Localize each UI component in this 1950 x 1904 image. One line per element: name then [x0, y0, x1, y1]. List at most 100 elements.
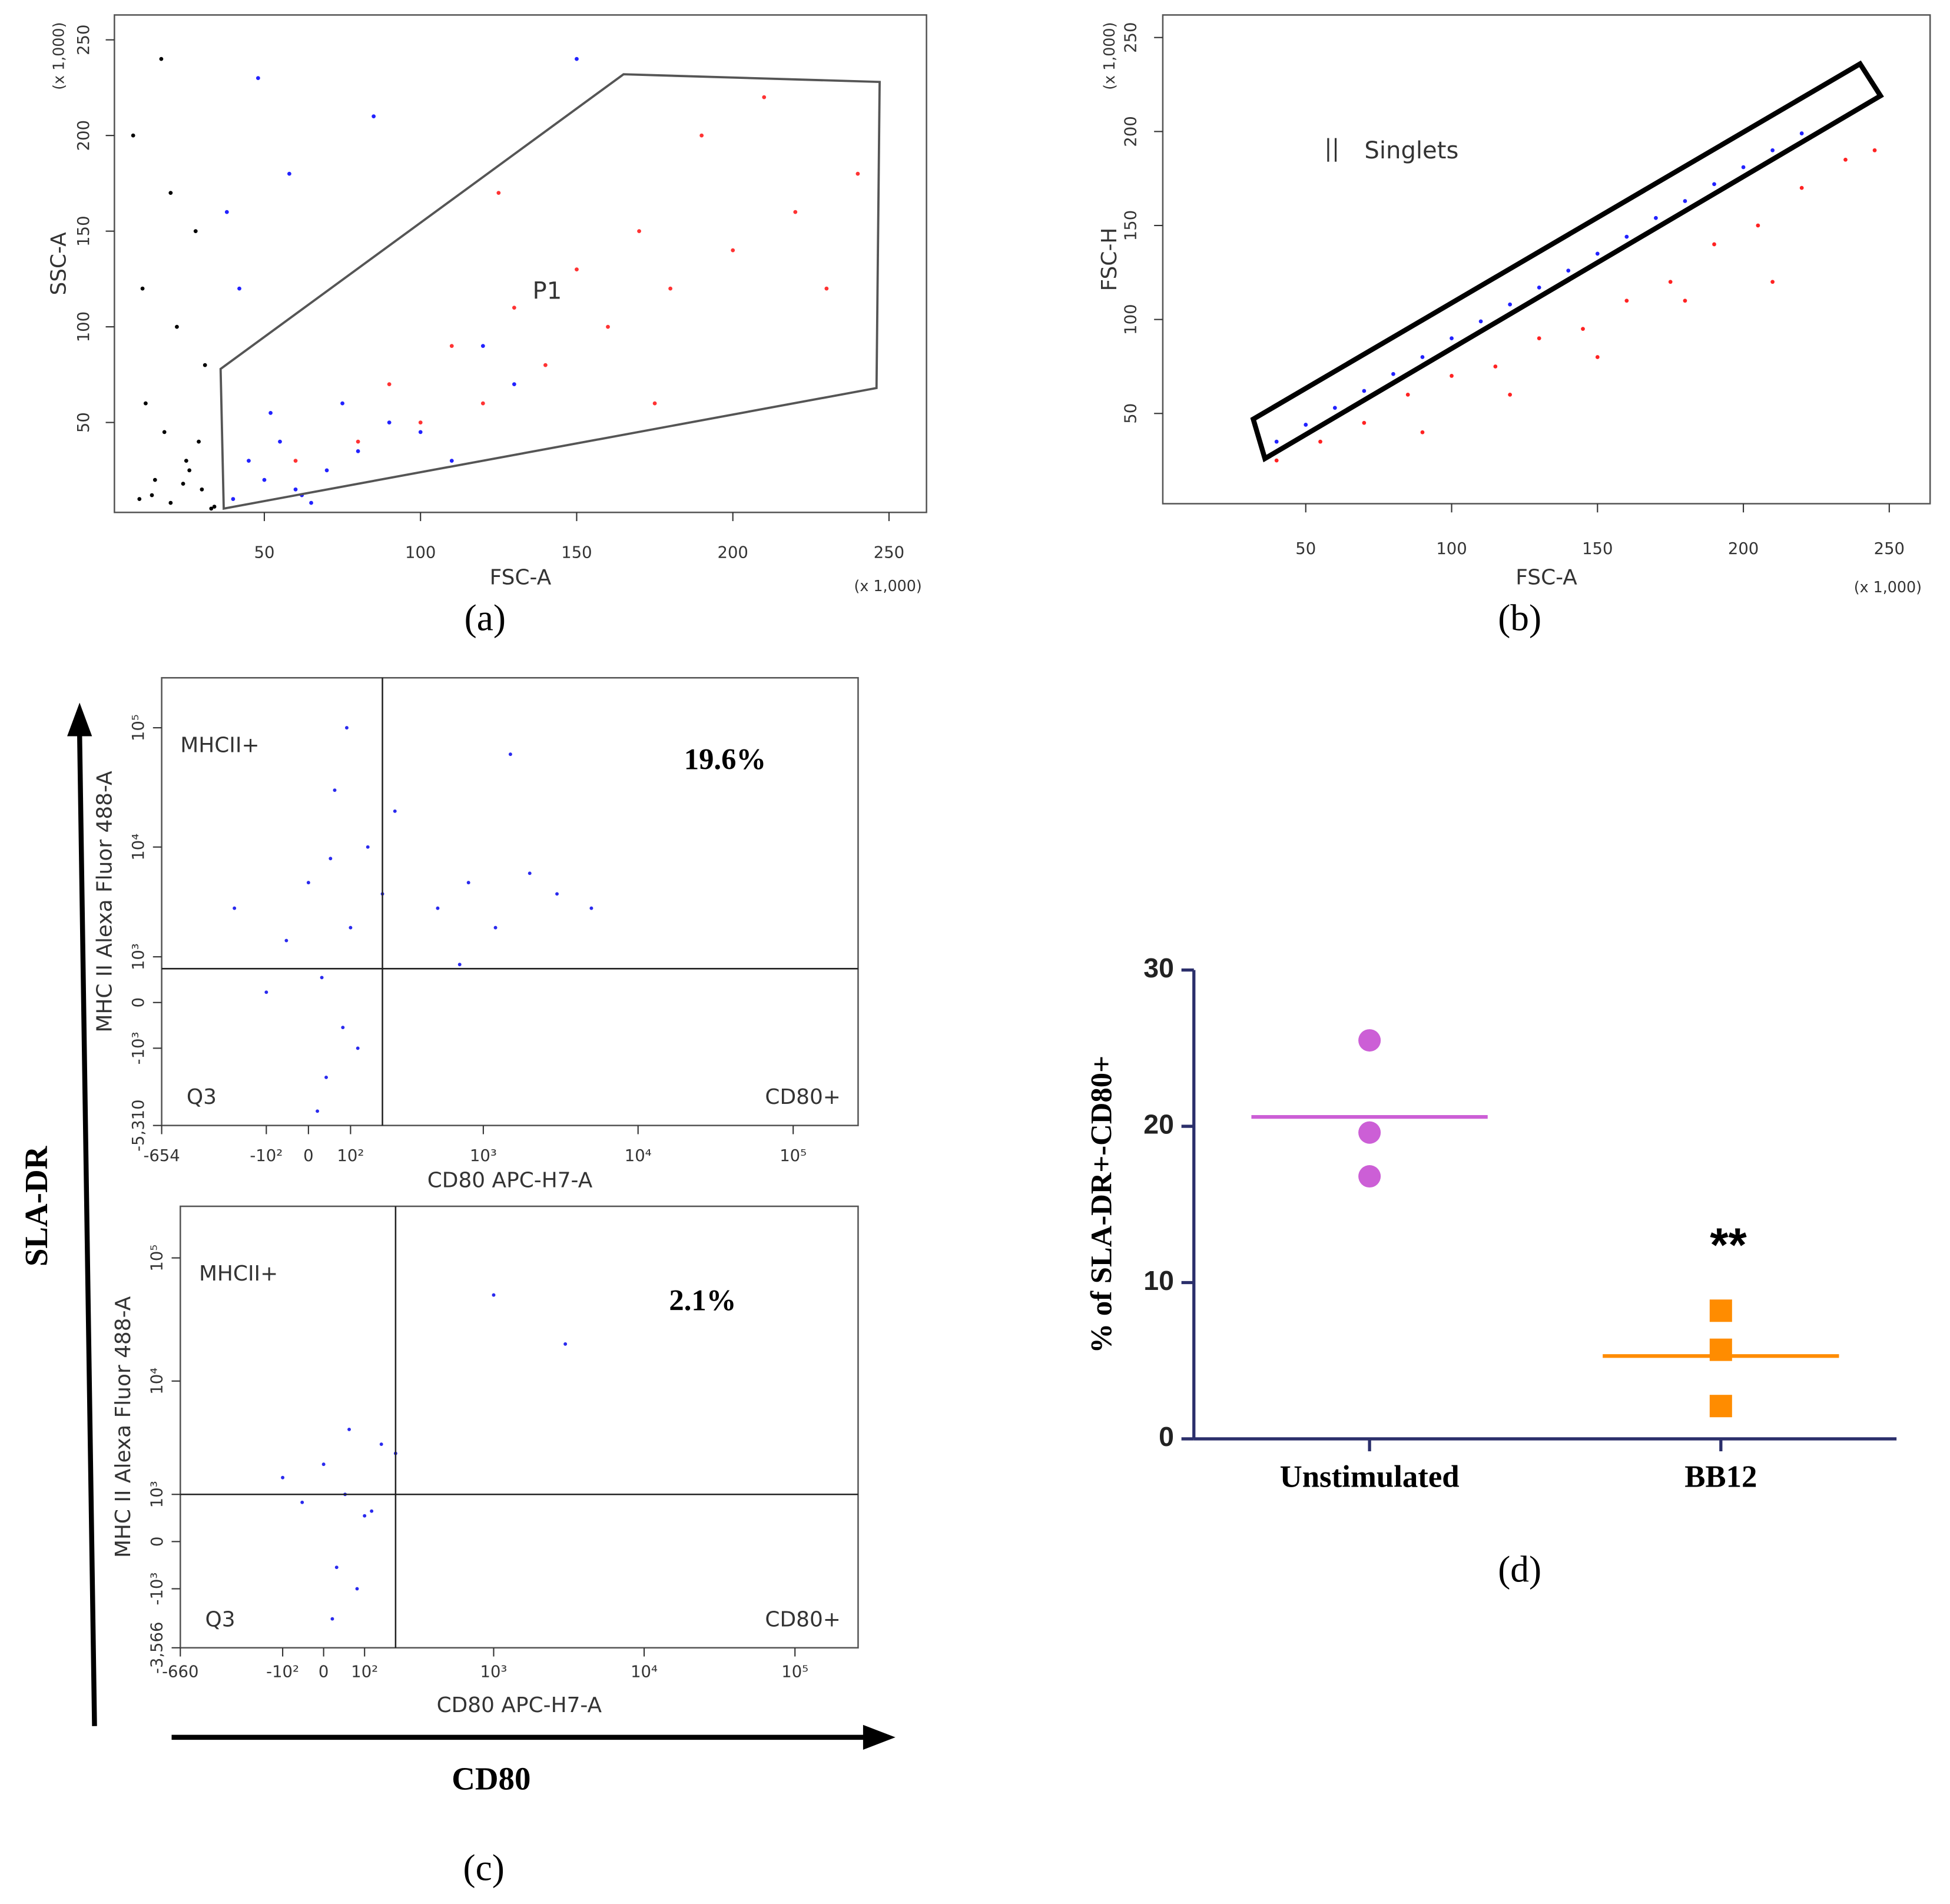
y-tick-label: 10³ [148, 1481, 167, 1508]
data-point [309, 500, 313, 505]
data-point [330, 1617, 334, 1621]
data-point [209, 506, 214, 511]
data-point [762, 95, 767, 99]
data-point [1358, 1029, 1381, 1052]
data-point [1450, 336, 1454, 340]
y-axis-title: MHC II Alexa Fluor 488-A [93, 771, 117, 1033]
panel-label: (b) [1498, 598, 1541, 639]
data-point [212, 505, 217, 509]
x-tick-label: 10⁵ [781, 1663, 808, 1681]
data-point [1654, 215, 1658, 220]
data-point [341, 1026, 345, 1030]
data-point [1668, 280, 1673, 284]
data-point [1405, 392, 1410, 397]
quadrant-label: CD80+ [765, 1085, 840, 1109]
x-tick-label: 100 [405, 544, 436, 562]
quadrant-label: Q3 [187, 1085, 217, 1109]
data-point [1274, 458, 1279, 463]
axis-title: SLA-DR [18, 1145, 54, 1266]
x-tick-label: BB12 [1684, 1460, 1757, 1494]
data-point [256, 76, 260, 81]
data-point [1478, 319, 1483, 324]
data-point [237, 286, 241, 291]
y-tick-label: -5,310 [130, 1099, 148, 1151]
data-point [324, 468, 329, 473]
data-point [168, 191, 173, 195]
data-point [1712, 242, 1716, 247]
data-point [1712, 182, 1716, 187]
gate-label: P1 [533, 277, 562, 304]
data-point [268, 410, 273, 415]
x-tick-label: 150 [561, 544, 592, 562]
data-point [555, 892, 559, 896]
data-point [152, 477, 157, 482]
y-tick-label: 50 [75, 412, 93, 433]
data-point [1581, 327, 1585, 331]
plot-frame [180, 1205, 859, 1649]
y-tick-label: 100 [1122, 304, 1140, 334]
annotation: 19.6% [684, 743, 766, 776]
data-point [1537, 285, 1541, 290]
data-point [262, 477, 267, 482]
data-point [168, 500, 173, 505]
y-axis-title: MHC II Alexa Fluor 488-A [111, 1296, 135, 1558]
data-point [366, 845, 370, 849]
data-point [187, 468, 192, 473]
x-tick-label: 10² [351, 1663, 378, 1681]
y-axis-unit: (x 1,000) [49, 22, 67, 89]
x-axis-title: CD80 APC-H7-A [427, 1169, 593, 1193]
data-point [278, 439, 282, 444]
data-point [293, 459, 298, 463]
data-point [356, 439, 360, 444]
data-point [284, 938, 288, 943]
x-tick-label: Unstimulated [1280, 1460, 1460, 1494]
arrow-head [67, 702, 92, 737]
data-point [316, 1109, 320, 1113]
data-point [855, 171, 860, 176]
data-point [306, 881, 310, 885]
data-point [349, 926, 353, 930]
x-tick-label: 10² [337, 1147, 364, 1165]
data-point [356, 1046, 360, 1050]
data-point [140, 286, 145, 291]
data-point [203, 363, 207, 367]
data-point [224, 210, 229, 214]
data-point [731, 248, 735, 253]
y-tick-label: -10³ [148, 1573, 167, 1606]
data-point [370, 1509, 374, 1513]
x-tick-label: -10² [266, 1663, 299, 1681]
data-point [1770, 280, 1775, 284]
y-tick-label: 10⁵ [148, 1245, 167, 1272]
y-tick-label: 200 [1122, 116, 1140, 147]
data-point [699, 133, 704, 138]
y-tick-label: 20 [1143, 1109, 1174, 1139]
x-tick-label: 0 [303, 1147, 313, 1165]
annotation: 2.1% [669, 1283, 736, 1316]
gate [219, 73, 881, 510]
data-point [1566, 268, 1571, 273]
x-tick-label: 50 [1295, 540, 1316, 558]
y-tick-label: 250 [1122, 22, 1140, 53]
data-point [1770, 148, 1775, 152]
data-point [1450, 374, 1454, 378]
y-tick-label: 10 [1143, 1265, 1174, 1296]
data-point [1493, 364, 1498, 369]
y-tick-label: 50 [1122, 403, 1140, 424]
x-tick-label: -654 [143, 1147, 180, 1165]
panel-label: (c) [463, 1847, 504, 1889]
data-point [175, 324, 179, 329]
x-tick-label: -660 [162, 1663, 198, 1681]
data-point [197, 439, 201, 444]
data-point [159, 57, 164, 61]
data-point [143, 401, 148, 406]
data-point [150, 493, 154, 497]
data-point [1872, 148, 1877, 152]
axis-title: CD80 [452, 1761, 530, 1797]
data-point [1508, 392, 1513, 397]
y-tick-label: 0 [148, 1537, 167, 1547]
data-point [1756, 223, 1760, 228]
annotation: ** [1710, 1219, 1747, 1272]
data-point [1304, 423, 1308, 427]
data-point [363, 1514, 367, 1518]
data-point [1358, 1121, 1381, 1144]
